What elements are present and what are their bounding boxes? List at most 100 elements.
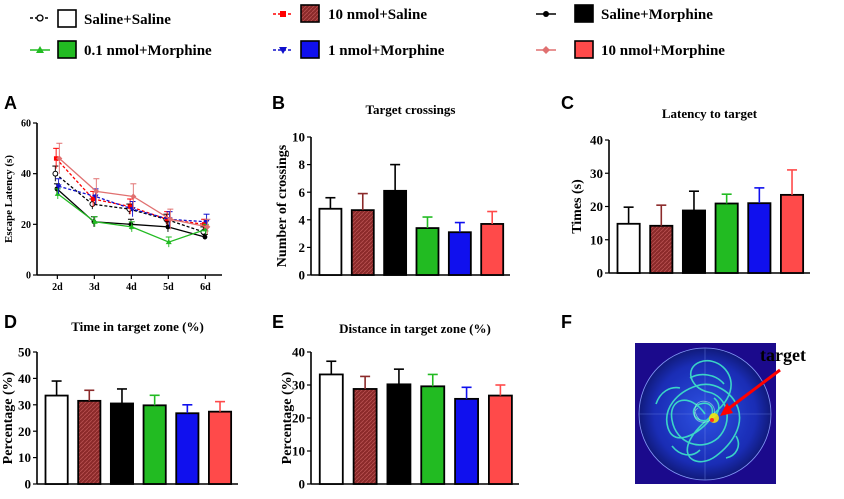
chart-title: Latency to target bbox=[662, 106, 758, 121]
data-point bbox=[91, 218, 98, 224]
y-axis-label: Times (s) bbox=[570, 179, 585, 234]
data-point bbox=[92, 194, 99, 200]
bar bbox=[616, 222, 641, 274]
start-point-marker bbox=[710, 418, 714, 422]
bar bbox=[681, 209, 706, 274]
bar bbox=[447, 231, 472, 276]
legend-item-saline-saline: Saline+Saline bbox=[30, 9, 171, 28]
data-point bbox=[127, 204, 133, 209]
data-point bbox=[90, 196, 96, 202]
y-tick-label: 40 bbox=[590, 133, 603, 148]
y-tick-label: 10 bbox=[292, 130, 305, 145]
y-axis-label: Percentage (%) bbox=[1, 371, 16, 464]
y-axis-label: Percentage (%) bbox=[280, 371, 295, 464]
data-point bbox=[54, 190, 61, 196]
data-point bbox=[55, 184, 62, 190]
y-tick-label: 10 bbox=[590, 232, 603, 247]
bar bbox=[318, 373, 344, 485]
chart-title: Distance in target zone (%) bbox=[339, 321, 491, 336]
y-tick-label: 10 bbox=[18, 450, 31, 465]
data-point bbox=[203, 219, 210, 225]
data-point bbox=[56, 155, 63, 162]
legend-label: 10 nmol+Morphine bbox=[601, 43, 725, 59]
data-point bbox=[167, 216, 174, 223]
bar bbox=[420, 385, 446, 485]
panel-letter-c: C bbox=[561, 93, 574, 113]
y-tick-label: 0 bbox=[299, 477, 306, 492]
bar bbox=[780, 193, 805, 274]
data-point bbox=[164, 217, 170, 222]
chart-title: Target crossings bbox=[366, 102, 456, 117]
x-tick-label: 4d bbox=[126, 282, 137, 293]
chart-distance-in-target-zone: 0 10 20 30 40 Percentage (%) Distance in targe… bbox=[280, 321, 519, 492]
y-tick-label: 40 bbox=[292, 345, 305, 360]
y-tick-label: 0 bbox=[597, 266, 604, 281]
data-point bbox=[128, 223, 135, 229]
y-tick-label: 30 bbox=[292, 378, 305, 393]
bar bbox=[480, 223, 505, 276]
y-tick-label: 6 bbox=[299, 185, 306, 200]
legend-item-1nmol-morphine: 1 nmol+Morphine bbox=[273, 40, 445, 59]
target-arrow bbox=[723, 368, 781, 414]
legend-label: Saline+Saline bbox=[84, 12, 171, 28]
legend-label: Saline+Morphine bbox=[601, 7, 713, 23]
bar bbox=[142, 404, 167, 485]
chart-escape-latency: 0 20 40 60 Escape Latency (s) 2d 3d 4d 5d 6d bbox=[3, 119, 222, 293]
x-tick-label: 2d bbox=[52, 282, 63, 293]
bar bbox=[208, 410, 233, 485]
data-point bbox=[202, 234, 208, 240]
y-tick-label: 0 bbox=[299, 268, 306, 283]
data-point bbox=[165, 239, 172, 245]
x-tick-label: 3d bbox=[89, 282, 100, 293]
legend-item-saline-morphine: Saline+Morphine bbox=[536, 4, 713, 23]
target-arrowhead bbox=[720, 403, 733, 416]
swim-path-image: target bbox=[635, 343, 806, 484]
y-tick-label: 20 bbox=[21, 220, 31, 231]
bar bbox=[77, 399, 102, 485]
data-point bbox=[93, 188, 100, 195]
data-point bbox=[130, 193, 137, 200]
bar bbox=[649, 224, 674, 274]
y-tick-label: 20 bbox=[590, 199, 603, 214]
bar bbox=[44, 394, 69, 485]
swim-path-trace bbox=[655, 359, 741, 463]
bar bbox=[175, 412, 200, 485]
bar bbox=[109, 402, 134, 485]
bar bbox=[714, 202, 739, 274]
y-tick-label: 40 bbox=[21, 169, 31, 180]
bar bbox=[318, 207, 343, 276]
y-tick-label: 30 bbox=[18, 397, 31, 412]
panel-letter-d: D bbox=[4, 312, 17, 332]
swim-path-trace-bright bbox=[693, 400, 715, 423]
chart-latency-to-target: 0 10 20 30 40 Times (s) Latency to target bbox=[570, 106, 810, 281]
y-tick-label: 20 bbox=[18, 424, 31, 439]
y-tick-label: 8 bbox=[299, 157, 306, 172]
y-tick-label: 50 bbox=[18, 345, 31, 360]
target-label: target bbox=[760, 345, 806, 365]
bar bbox=[352, 388, 378, 485]
y-tick-label: 0 bbox=[26, 271, 31, 282]
y-tick-label: 30 bbox=[590, 166, 603, 181]
panel-letter-a: A bbox=[4, 93, 17, 113]
legend-item-10nmol-morphine: 10 nmol+Morphine bbox=[536, 40, 725, 59]
data-point bbox=[52, 170, 59, 177]
bar bbox=[454, 397, 479, 485]
bar bbox=[747, 202, 772, 274]
legend-item-0-1nmol-morphine: 0.1 nmol+Morphine bbox=[30, 40, 212, 59]
x-tick-label: 5d bbox=[163, 282, 174, 293]
bar bbox=[350, 209, 375, 276]
panel-letter-b: B bbox=[272, 93, 285, 113]
x-tick-label: 6d bbox=[200, 282, 211, 293]
legend-label: 1 nmol+Morphine bbox=[328, 43, 445, 59]
legend-label: 10 nmol+Saline bbox=[328, 7, 427, 23]
y-tick-label: 2 bbox=[299, 240, 306, 255]
data-point bbox=[129, 207, 136, 213]
legend-label: 0.1 nmol+Morphine bbox=[84, 43, 212, 59]
panel-letter-e: E bbox=[272, 312, 284, 332]
y-tick-label: 40 bbox=[18, 371, 31, 386]
panel-letter-f: F bbox=[561, 312, 572, 332]
y-tick-label: 20 bbox=[292, 411, 305, 426]
y-tick-label: 4 bbox=[299, 212, 306, 227]
